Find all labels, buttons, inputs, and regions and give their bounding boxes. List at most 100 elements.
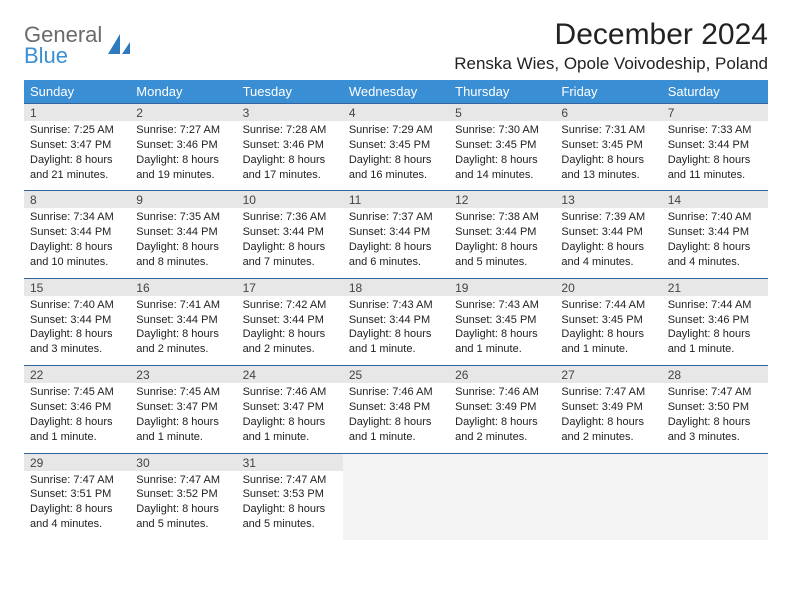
day1-text: Daylight: 8 hours <box>349 240 443 255</box>
month-title: December 2024 <box>454 18 768 52</box>
day-cell <box>449 471 555 540</box>
sunset-text: Sunset: 3:49 PM <box>561 400 655 415</box>
day1-text: Daylight: 8 hours <box>668 327 762 342</box>
sunrise-text: Sunrise: 7:36 AM <box>243 210 337 225</box>
day-number: 10 <box>237 191 343 209</box>
dayhead-thursday: Thursday <box>449 80 555 104</box>
day2-text: and 4 minutes. <box>668 255 762 270</box>
day-number: 16 <box>130 278 236 296</box>
day-number: 1 <box>24 104 130 122</box>
day1-text: Daylight: 8 hours <box>136 153 230 168</box>
sunrise-text: Sunrise: 7:29 AM <box>349 123 443 138</box>
sunset-text: Sunset: 3:45 PM <box>561 138 655 153</box>
day-number: 5 <box>449 104 555 122</box>
day1-text: Daylight: 8 hours <box>30 240 124 255</box>
day-cell: Sunrise: 7:43 AMSunset: 3:45 PMDaylight:… <box>449 296 555 366</box>
title-block: December 2024 Renska Wies, Opole Voivode… <box>454 18 768 74</box>
sunrise-text: Sunrise: 7:27 AM <box>136 123 230 138</box>
day2-text: and 1 minute. <box>349 430 443 445</box>
day1-text: Daylight: 8 hours <box>561 240 655 255</box>
calendar-page: General Blue December 2024 Renska Wies, … <box>0 0 792 612</box>
sunrise-text: Sunrise: 7:46 AM <box>455 385 549 400</box>
day1-text: Daylight: 8 hours <box>243 415 337 430</box>
day-number: 24 <box>237 366 343 384</box>
sunrise-text: Sunrise: 7:41 AM <box>136 298 230 313</box>
day-cell: Sunrise: 7:25 AMSunset: 3:47 PMDaylight:… <box>24 121 130 191</box>
day-number: 20 <box>555 278 661 296</box>
day1-text: Daylight: 8 hours <box>30 502 124 517</box>
day-cell: Sunrise: 7:45 AMSunset: 3:46 PMDaylight:… <box>24 383 130 453</box>
sunset-text: Sunset: 3:44 PM <box>136 313 230 328</box>
day-cell: Sunrise: 7:30 AMSunset: 3:45 PMDaylight:… <box>449 121 555 191</box>
day-number <box>449 453 555 471</box>
day-cell: Sunrise: 7:27 AMSunset: 3:46 PMDaylight:… <box>130 121 236 191</box>
day-number: 13 <box>555 191 661 209</box>
day-cell: Sunrise: 7:42 AMSunset: 3:44 PMDaylight:… <box>237 296 343 366</box>
day1-text: Daylight: 8 hours <box>668 240 762 255</box>
day1-text: Daylight: 8 hours <box>349 415 443 430</box>
day-cell: Sunrise: 7:46 AMSunset: 3:48 PMDaylight:… <box>343 383 449 453</box>
day1-text: Daylight: 8 hours <box>136 502 230 517</box>
calendar-body: 1234567Sunrise: 7:25 AMSunset: 3:47 PMDa… <box>24 104 768 540</box>
day2-text: and 6 minutes. <box>349 255 443 270</box>
sail-icon <box>106 32 132 63</box>
day-number: 21 <box>662 278 768 296</box>
sunrise-text: Sunrise: 7:33 AM <box>668 123 762 138</box>
day-number: 7 <box>662 104 768 122</box>
day2-text: and 17 minutes. <box>243 168 337 183</box>
sunrise-text: Sunrise: 7:44 AM <box>561 298 655 313</box>
sunrise-text: Sunrise: 7:40 AM <box>668 210 762 225</box>
sunset-text: Sunset: 3:52 PM <box>136 487 230 502</box>
dayhead-sunday: Sunday <box>24 80 130 104</box>
day-cell: Sunrise: 7:47 AMSunset: 3:53 PMDaylight:… <box>237 471 343 540</box>
day1-text: Daylight: 8 hours <box>243 240 337 255</box>
sunrise-text: Sunrise: 7:45 AM <box>136 385 230 400</box>
day1-text: Daylight: 8 hours <box>30 415 124 430</box>
sunset-text: Sunset: 3:46 PM <box>136 138 230 153</box>
day-number: 2 <box>130 104 236 122</box>
daynum-row: 891011121314 <box>24 191 768 209</box>
sunrise-text: Sunrise: 7:39 AM <box>561 210 655 225</box>
day-number: 12 <box>449 191 555 209</box>
sunset-text: Sunset: 3:44 PM <box>243 225 337 240</box>
day-cell: Sunrise: 7:47 AMSunset: 3:49 PMDaylight:… <box>555 383 661 453</box>
day-number: 6 <box>555 104 661 122</box>
daynum-row: 1234567 <box>24 104 768 122</box>
detail-row: Sunrise: 7:40 AMSunset: 3:44 PMDaylight:… <box>24 296 768 366</box>
daynum-row: 293031 <box>24 453 768 471</box>
day-number: 28 <box>662 366 768 384</box>
sunset-text: Sunset: 3:46 PM <box>243 138 337 153</box>
day-number: 18 <box>343 278 449 296</box>
sunset-text: Sunset: 3:44 PM <box>561 225 655 240</box>
sunset-text: Sunset: 3:44 PM <box>349 225 443 240</box>
day2-text: and 1 minute. <box>455 342 549 357</box>
day-cell: Sunrise: 7:31 AMSunset: 3:45 PMDaylight:… <box>555 121 661 191</box>
sunset-text: Sunset: 3:51 PM <box>30 487 124 502</box>
day-number: 8 <box>24 191 130 209</box>
sunrise-text: Sunrise: 7:34 AM <box>30 210 124 225</box>
sunset-text: Sunset: 3:47 PM <box>30 138 124 153</box>
day-cell <box>662 471 768 540</box>
day1-text: Daylight: 8 hours <box>136 327 230 342</box>
sunset-text: Sunset: 3:45 PM <box>455 138 549 153</box>
day1-text: Daylight: 8 hours <box>455 327 549 342</box>
detail-row: Sunrise: 7:45 AMSunset: 3:46 PMDaylight:… <box>24 383 768 453</box>
day2-text: and 1 minute. <box>561 342 655 357</box>
day-number: 31 <box>237 453 343 471</box>
day2-text: and 14 minutes. <box>455 168 549 183</box>
day1-text: Daylight: 8 hours <box>349 153 443 168</box>
day1-text: Daylight: 8 hours <box>561 327 655 342</box>
day2-text: and 13 minutes. <box>561 168 655 183</box>
day2-text: and 21 minutes. <box>30 168 124 183</box>
day-cell <box>555 471 661 540</box>
day2-text: and 10 minutes. <box>30 255 124 270</box>
day-cell: Sunrise: 7:40 AMSunset: 3:44 PMDaylight:… <box>24 296 130 366</box>
day1-text: Daylight: 8 hours <box>30 153 124 168</box>
day2-text: and 1 minute. <box>349 342 443 357</box>
day2-text: and 3 minutes. <box>668 430 762 445</box>
sunrise-text: Sunrise: 7:47 AM <box>136 473 230 488</box>
day2-text: and 1 minute. <box>136 430 230 445</box>
sunset-text: Sunset: 3:44 PM <box>668 138 762 153</box>
sunrise-text: Sunrise: 7:47 AM <box>668 385 762 400</box>
day1-text: Daylight: 8 hours <box>243 153 337 168</box>
